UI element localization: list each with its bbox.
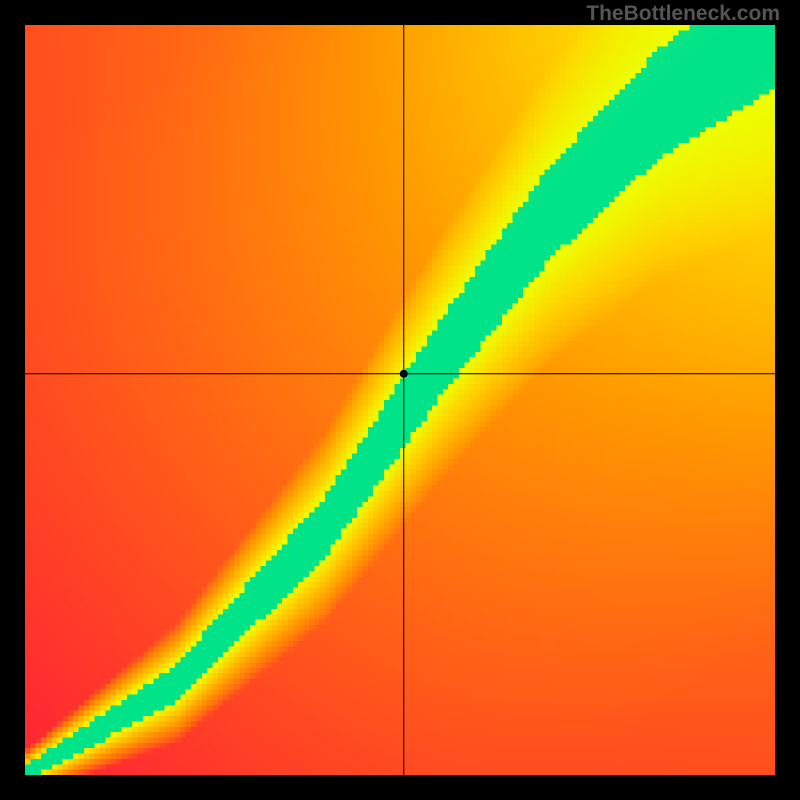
watermark-label: TheBottleneck.com — [586, 2, 780, 26]
chart-container: TheBottleneck.com — [0, 0, 800, 800]
bottleneck-heatmap — [25, 25, 775, 775]
